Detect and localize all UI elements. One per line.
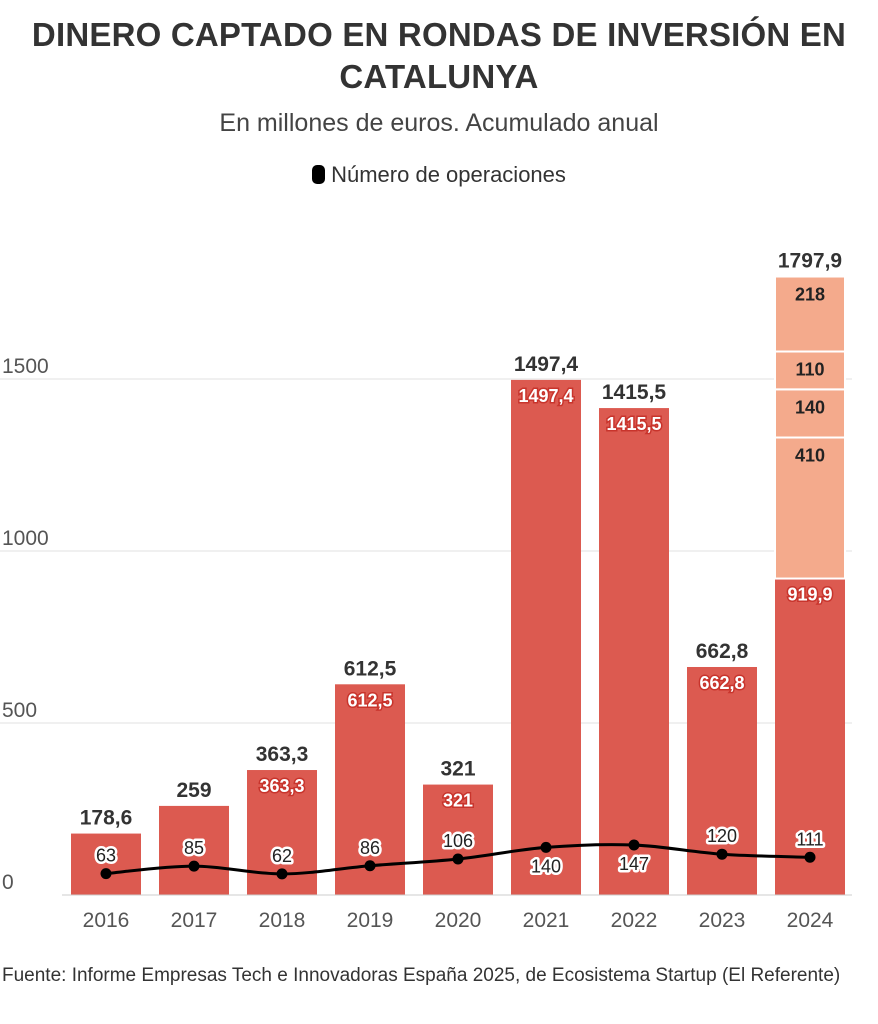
bar-label: 363,3 xyxy=(259,776,304,796)
segment-label: 140 xyxy=(795,397,825,417)
bar xyxy=(599,408,669,895)
bar-total-label: 1497,4 xyxy=(514,353,579,376)
bar xyxy=(71,833,141,895)
operations-point xyxy=(100,868,112,880)
bar xyxy=(774,436,846,580)
bar-label: 1415,5 xyxy=(606,414,661,434)
bar-label: 662,8 xyxy=(699,673,744,693)
x-tick-label: 2023 xyxy=(699,909,746,932)
y-tick-label: 500 xyxy=(2,699,37,722)
x-tick-label: 2019 xyxy=(347,909,394,932)
bar xyxy=(774,275,846,353)
x-tick-label: 2020 xyxy=(435,909,482,932)
bar-total-label: 1797,9 xyxy=(778,250,842,273)
source-note: Fuente: Informe Empresas Tech e Innovado… xyxy=(2,965,841,986)
operations-point xyxy=(364,860,376,872)
operations-label: 86 xyxy=(360,838,380,858)
bar-label: 321 xyxy=(443,791,473,811)
segment-label: 218 xyxy=(795,285,825,305)
legend-label: Número de operaciones xyxy=(331,162,566,187)
operations-label: 111 xyxy=(796,829,823,849)
operations-point xyxy=(628,839,640,851)
bar xyxy=(423,784,493,895)
bar-total-label: 178,6 xyxy=(80,807,133,830)
x-tick-label: 2018 xyxy=(259,909,306,932)
bar xyxy=(335,684,405,895)
x-tick-label: 2017 xyxy=(171,909,218,932)
legend-swatch xyxy=(312,165,326,184)
operations-label: 85 xyxy=(184,838,204,858)
bar-total-label: 1415,5 xyxy=(602,381,667,404)
operations-label: 120 xyxy=(707,826,737,846)
bar-total-label: 612,5 xyxy=(344,657,397,680)
operations-label: 106 xyxy=(443,831,473,851)
legend: Número de operaciones xyxy=(0,162,878,188)
operations-label: 63 xyxy=(96,846,116,866)
x-tick-label: 2021 xyxy=(523,909,570,932)
bar-label: 1497,4 xyxy=(518,386,573,406)
operations-point xyxy=(540,841,552,853)
bar xyxy=(774,350,846,391)
operations-label: 147 xyxy=(619,854,649,874)
x-tick-label: 2016 xyxy=(83,909,130,932)
bar-total-label: 662,8 xyxy=(696,640,749,663)
operations-point xyxy=(716,848,728,860)
x-tick-label: 2022 xyxy=(611,909,658,932)
bar xyxy=(687,666,757,895)
operations-label: 62 xyxy=(272,846,292,866)
operations-point xyxy=(452,853,464,865)
operations-point xyxy=(804,851,816,863)
bar xyxy=(774,388,846,439)
operations-point xyxy=(188,860,200,872)
operations-point xyxy=(276,868,288,880)
bar-label: 919,9 xyxy=(787,585,832,605)
y-tick-label: 1000 xyxy=(2,527,49,550)
y-tick-label: 1500 xyxy=(2,355,49,378)
bar xyxy=(511,379,581,895)
operations-label: 140 xyxy=(531,856,561,876)
segment-label: 410 xyxy=(795,446,825,466)
chart-title: DINERO CAPTADO EN RONDAS DE INVERSIÓN EN… xyxy=(31,16,847,95)
bar-total-label: 321 xyxy=(440,758,475,781)
bar-total-label: 363,3 xyxy=(256,743,309,766)
bar xyxy=(775,578,845,895)
segment-label: 110 xyxy=(795,360,824,380)
bar-total-label: 259 xyxy=(176,779,211,802)
x-tick-label: 2024 xyxy=(787,909,834,932)
chart-subtitle: En millones de euros. Acumulado anual xyxy=(219,109,659,137)
y-tick-label: 0 xyxy=(2,871,14,894)
bar-label: 612,5 xyxy=(347,690,392,710)
bar xyxy=(159,805,229,895)
